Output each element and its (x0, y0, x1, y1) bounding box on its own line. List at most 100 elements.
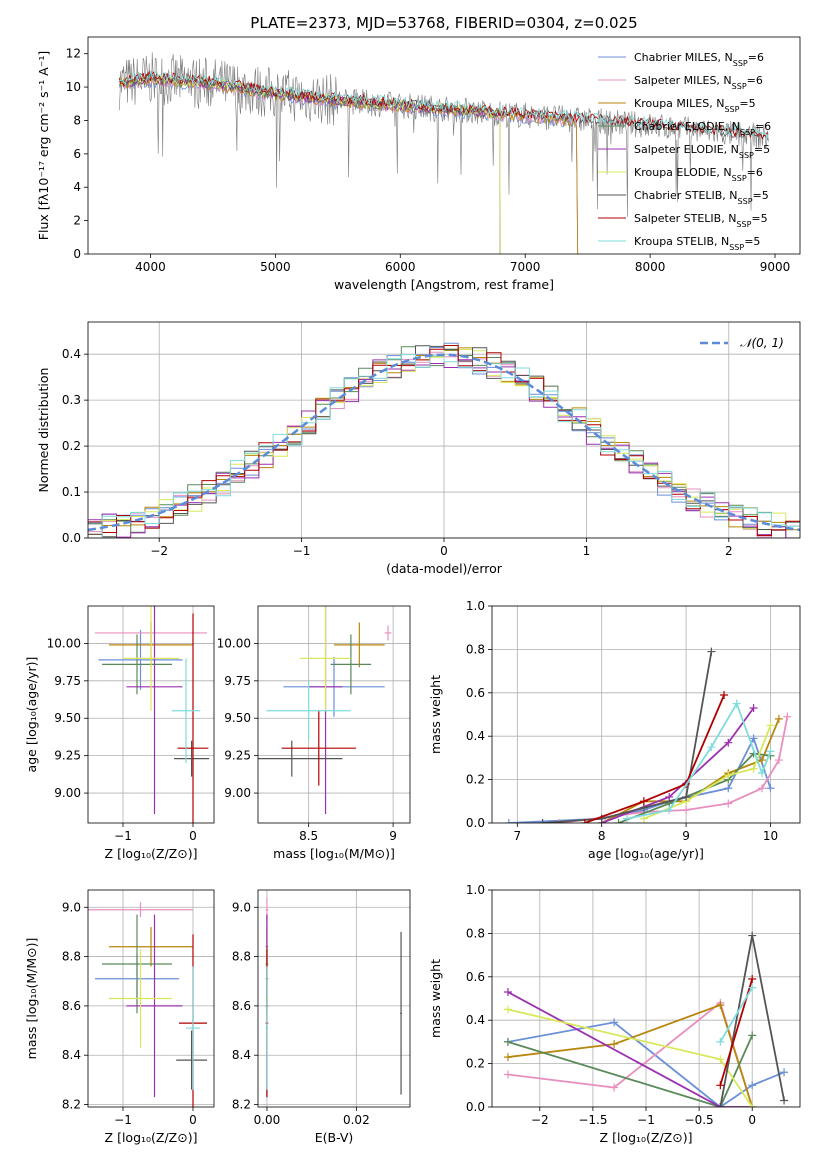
y-tick-label: 9.25 (54, 749, 81, 763)
weight-marker (610, 1040, 619, 1049)
x-tick-label: 9 (389, 829, 397, 843)
plot-area (88, 606, 214, 823)
x-tick-label: 8.5 (299, 829, 318, 843)
weight-marker (758, 784, 767, 793)
x-tick-label: 0 (748, 1113, 756, 1127)
weight-marker (748, 1081, 757, 1090)
weight-marker (580, 819, 589, 823)
y-tick-label: 9.00 (224, 786, 251, 800)
weight-marker (748, 931, 757, 940)
chart-mass-vs-Z: −1 0 8.2 8.4 8.6 8.8 9.0 Z [log₁₀(Z/Z⊙)] mass [l… (24, 889, 215, 1145)
y-axis-label: Flux [fλ10⁻¹⁷ erg cm⁻² s⁻¹ A⁻¹] (36, 51, 51, 240)
weight-line (507, 1035, 754, 1107)
y-tick-label: 0.6 (466, 970, 485, 984)
y-tick-label: 0.0 (466, 816, 485, 830)
y-tick-label: 10.00 (217, 636, 251, 650)
weight-marker (504, 819, 513, 823)
normal-curve (88, 353, 800, 532)
weight-marker (724, 784, 733, 793)
chart-age-vs-Z: −1 0 9.00 9.25 9.50 9.75 10.00 Z [log₁₀(Z/Z⊙)] a… (24, 605, 215, 861)
y-tick-label: 4 (73, 180, 81, 194)
y-tick-label: 0.4 (62, 347, 81, 361)
weight-marker (716, 1103, 725, 1107)
legend: Chabrier MILES, NSSP=6 Salpeter MILES, NS… (598, 51, 771, 252)
chart-massweight-vs-Z: −2 −1.5 −1 −0.5 0 0.0 0.2 0.4 0.6 0.8 1.0 Z [log₁₀(… (428, 883, 801, 1145)
weight-marker (707, 743, 716, 752)
x-axis-label: Z [log₁₀(Z/Z⊙)] (600, 1130, 693, 1145)
weight-line (643, 725, 772, 820)
plot-area (258, 606, 410, 823)
weight-line (584, 694, 725, 823)
weight-marker (610, 1018, 619, 1027)
y-tick-label: 0.6 (466, 686, 485, 700)
x-tick-label: 2 (725, 544, 733, 558)
y-tick-label: 9.50 (224, 711, 251, 725)
legend-entry: Salpeter ELODIE, NSSP=5 (634, 143, 770, 160)
y-tick-label: 8.4 (62, 1048, 81, 1062)
x-axis-label: age [log₁₀(age/yr)] (588, 846, 704, 861)
y-tick-label: 9.0 (232, 900, 251, 914)
weight-marker (766, 784, 775, 793)
weight-marker (774, 714, 783, 723)
y-tick-label: 9.75 (54, 674, 81, 688)
weight-marker (665, 805, 674, 814)
weight-marker (707, 647, 716, 656)
model-line (119, 70, 769, 140)
weight-marker (716, 1055, 725, 1064)
axes-frame (491, 889, 801, 1108)
weight-marker (758, 756, 767, 765)
y-tick-label: 9.50 (54, 711, 81, 725)
y-tick-label: 9.75 (224, 674, 251, 688)
y-tick-label: 1.0 (466, 599, 485, 613)
weight-marker (748, 983, 757, 992)
x-tick-label: −1 (114, 829, 132, 843)
histogram-step (88, 345, 800, 536)
y-tick-label: 10.00 (47, 636, 81, 650)
legend-entry: Chabrier STELIB, NSSP=5 (634, 189, 769, 206)
chart-massweight-vs-age: 7 8 9 10 0.0 0.2 0.4 0.6 0.8 1.0 age [log₁₀(age/yr… (428, 599, 801, 861)
x-axis-label: Z [log₁₀(Z/Z⊙)] (105, 1130, 198, 1145)
x-tick-label: 9 (682, 829, 690, 843)
chart-mass-vs-EBV: 0.00 0.02 8.2 8.4 8.6 8.8 9.0 E(B-V) (232, 889, 411, 1145)
axes-frame (491, 605, 801, 824)
x-tick-label: −2 (150, 544, 168, 558)
plot-area (492, 606, 800, 823)
x-tick-label: 0 (189, 1113, 197, 1127)
weight-marker (758, 769, 767, 778)
x-tick-label: 0 (189, 829, 197, 843)
x-tick-label: −1.5 (578, 1113, 607, 1127)
weight-marker (766, 747, 775, 756)
weight-marker (503, 1070, 512, 1079)
weight-marker (724, 799, 733, 808)
y-tick-label: 0.2 (466, 1057, 485, 1071)
x-tick-label: −0.5 (685, 1113, 714, 1127)
weight-marker (748, 1103, 757, 1107)
weight-marker (724, 771, 733, 780)
y-tick-label: 9.00 (54, 786, 81, 800)
legend-entry: Kroupa MILES, NSSP=5 (634, 97, 756, 114)
x-axis-label: mass [log₁₀(M/M⊙)] (273, 846, 395, 861)
histogram-step (88, 345, 800, 538)
y-tick-label: 0.2 (62, 439, 81, 453)
weight-marker (749, 703, 758, 712)
y-tick-label: 0.4 (466, 729, 485, 743)
legend-entry: Kroupa ELODIE, NSSP=6 (634, 166, 763, 183)
weight-marker (682, 792, 691, 801)
y-tick-label: 8 (73, 113, 81, 127)
weight-marker (780, 1096, 789, 1105)
x-tick-label: 4000 (135, 260, 166, 274)
y-tick-label: 0 (73, 247, 81, 261)
weight-marker (748, 1031, 757, 1040)
x-tick-label: 0.00 (254, 1113, 281, 1127)
axes-frame (257, 605, 411, 824)
y-tick-label: 8.2 (232, 1098, 251, 1112)
plot-area (88, 890, 214, 1107)
y-tick-label: 8.2 (62, 1098, 81, 1112)
x-tick-label: −2 (531, 1113, 549, 1127)
weight-marker (749, 734, 758, 743)
weight-marker (639, 797, 648, 806)
y-tick-label: 0.8 (466, 642, 485, 656)
weight-marker (623, 814, 632, 823)
y-axis-label: age [log₁₀(age/yr)] (24, 657, 39, 773)
